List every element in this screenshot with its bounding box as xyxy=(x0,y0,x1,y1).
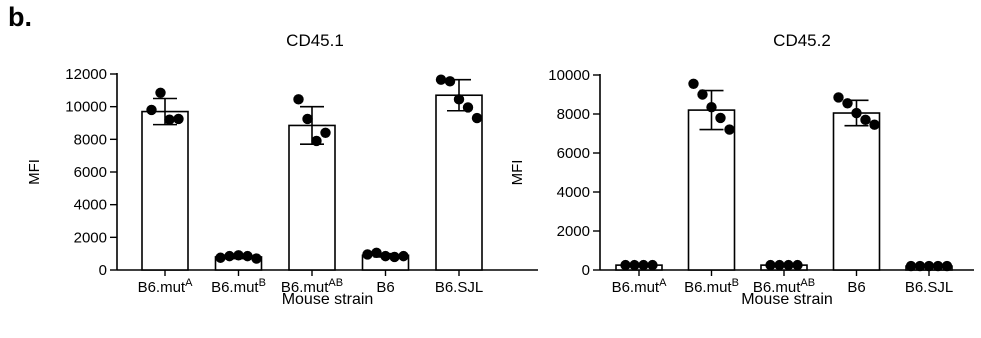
y-axis-label: MFI xyxy=(26,159,43,185)
data-point xyxy=(688,78,699,89)
data-point xyxy=(647,259,658,271)
y-tick-label: 2000 xyxy=(557,223,590,240)
bar xyxy=(435,94,483,271)
data-point xyxy=(398,250,409,262)
x-tick-label: B6 xyxy=(376,279,394,296)
data-point xyxy=(932,260,944,272)
y-tick-label: 2000 xyxy=(74,229,107,246)
chart-1: CD45.1 0 2000 4000 6000 8000 10000 12000 MFI Mous… xyxy=(26,31,538,308)
data-point xyxy=(215,252,226,263)
data-point xyxy=(362,249,373,260)
data-point xyxy=(638,259,649,271)
bar xyxy=(288,124,336,271)
data-point xyxy=(860,114,871,126)
chart-2: CD45.2 0 2000 4000 6000 8000 10000 MFI Mouse str… xyxy=(509,31,974,308)
bar xyxy=(141,110,189,271)
data-point xyxy=(914,260,926,272)
data-point xyxy=(164,114,175,125)
data-point xyxy=(242,250,253,262)
y-tick-label: 4000 xyxy=(74,197,107,214)
y-tick-label: 8000 xyxy=(74,131,107,148)
y-axis-label: MFI xyxy=(509,160,526,186)
data-point xyxy=(155,87,166,98)
y-tick-label: 4000 xyxy=(557,184,590,201)
y-tick-label: 0 xyxy=(582,262,590,279)
x-tick-label: B6.mutAB xyxy=(281,277,343,296)
data-point xyxy=(851,107,862,119)
data-point xyxy=(923,260,935,272)
data-point xyxy=(233,250,244,261)
x-tick-label: B6.SJL xyxy=(905,279,953,296)
x-tick-label: B6.mutAB xyxy=(753,277,815,296)
data-point xyxy=(251,253,262,264)
data-point xyxy=(842,98,853,109)
x-tick-label: B6 xyxy=(847,279,865,296)
bar xyxy=(687,109,736,271)
data-point xyxy=(905,260,917,272)
data-point xyxy=(869,119,880,130)
bar xyxy=(832,112,881,271)
y-tick-label: 10000 xyxy=(65,99,107,116)
data-point xyxy=(792,259,803,271)
data-point xyxy=(629,259,640,271)
data-point xyxy=(380,250,391,262)
data-point xyxy=(462,102,474,113)
data-point xyxy=(715,112,726,124)
data-point xyxy=(765,259,776,271)
data-point xyxy=(371,247,382,259)
data-point xyxy=(293,94,304,105)
data-point xyxy=(697,89,708,100)
y-tick-label: 6000 xyxy=(557,145,590,162)
y-tick-label: 12000 xyxy=(65,66,107,83)
data-point xyxy=(471,112,483,124)
y-tick-label: 8000 xyxy=(557,106,590,123)
x-axis-label: Mouse strain xyxy=(741,291,833,308)
data-point xyxy=(224,250,235,262)
data-point xyxy=(941,260,953,272)
data-point xyxy=(706,101,717,113)
data-point xyxy=(389,251,400,263)
data-point xyxy=(774,259,785,271)
data-point xyxy=(311,135,322,147)
x-axis-label: Mouse strain xyxy=(282,291,374,308)
chart-title: CD45.2 xyxy=(773,31,831,50)
y-tick-label: 0 xyxy=(99,262,107,279)
data-point xyxy=(302,113,313,125)
data-point xyxy=(173,113,184,125)
data-point xyxy=(833,92,844,103)
x-tick-label: B6.mutA xyxy=(612,277,668,296)
data-point xyxy=(320,127,331,138)
data-point xyxy=(146,104,157,116)
x-tick-label: B6.SJL xyxy=(435,279,483,296)
x-tick-label: B6.mutB xyxy=(684,277,739,296)
data-point xyxy=(724,124,735,135)
data-point xyxy=(444,76,456,87)
data-point xyxy=(620,259,631,271)
panel-label: b. xyxy=(8,2,32,32)
x-tick-label: B6.mutA xyxy=(138,277,194,296)
data-point xyxy=(453,94,465,105)
y-tick-label: 10000 xyxy=(548,67,590,84)
x-tick-label: B6.mutB xyxy=(211,277,266,296)
data-point xyxy=(783,259,794,271)
data-point xyxy=(435,74,447,85)
chart-title: CD45.1 xyxy=(286,31,344,50)
y-tick-label: 6000 xyxy=(74,164,107,181)
